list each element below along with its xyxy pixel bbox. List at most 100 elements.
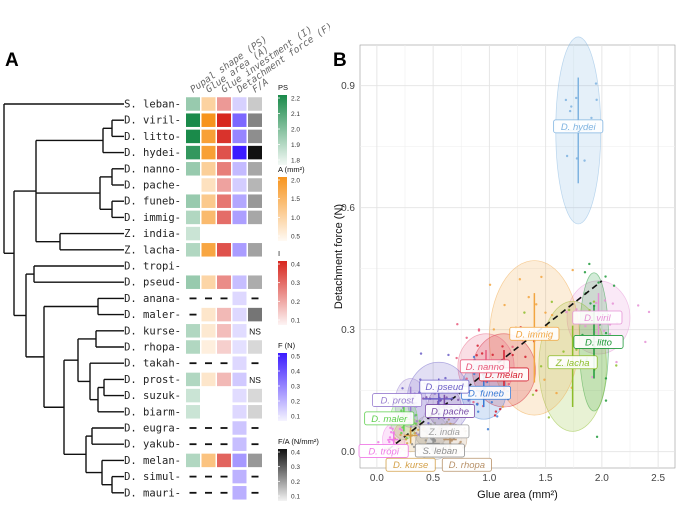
data-point: [565, 310, 568, 314]
data-point: [527, 295, 530, 299]
data-point: [550, 313, 554, 317]
heatmap-cell: [217, 194, 231, 208]
data-point: [523, 311, 526, 314]
species-label-box: D. kurse: [385, 457, 436, 472]
data-point: [444, 376, 447, 380]
legend-tick-label: 0.3: [291, 464, 300, 471]
legend-tick-label: 1.8: [291, 158, 300, 165]
heatmap-cell: [248, 340, 262, 354]
heatmap-cell: [232, 194, 247, 208]
legend-title: F/A (N/mm²): [278, 437, 319, 446]
data-point: [494, 410, 498, 413]
data-point: [476, 344, 479, 347]
data-point: [445, 420, 449, 424]
legend-tick-label: 2.0: [291, 127, 300, 134]
heatmap-cell: [232, 291, 247, 306]
data-point: [535, 389, 538, 392]
data-point: [637, 304, 640, 307]
data-point: [539, 365, 543, 368]
data-point: [424, 439, 427, 442]
species-label-box: D. pseud: [419, 379, 470, 394]
data-point: [583, 159, 586, 162]
data-point: [594, 301, 598, 305]
data-point: [422, 397, 425, 400]
heatmap-cell: [201, 453, 216, 468]
heatmap-cell: [248, 145, 262, 160]
species-label-box: Z. lacha: [547, 355, 598, 370]
species-label: D. yakub-: [124, 439, 181, 451]
heatmap-cell: [186, 372, 200, 387]
heatmap-cell: [248, 194, 262, 208]
heatmap-cell: [186, 129, 200, 144]
heatmap-cell: [232, 405, 247, 419]
heatmap-cell: [248, 453, 262, 468]
data-point: [575, 308, 578, 311]
y-tick-label: 0.6: [341, 203, 355, 214]
data-point: [597, 281, 600, 284]
data-point: [389, 431, 393, 434]
species-label: D. mauri-: [124, 487, 181, 499]
heatmap-cell: [248, 129, 262, 144]
heatmap-cell: [232, 340, 247, 354]
heatmap-cell: [232, 356, 247, 370]
data-point: [491, 353, 494, 357]
legend-colorbar: [278, 353, 287, 421]
legend-colorbar: [278, 261, 287, 325]
heatmap-cell: [217, 145, 231, 160]
legend-title: I: [278, 249, 280, 258]
heatmap-cell: [248, 162, 262, 176]
legend-tick-label: 1.5: [291, 196, 300, 203]
heatmap-cell: [232, 453, 247, 468]
legend-tick-label: 0.4: [291, 369, 300, 376]
data-point: [419, 352, 423, 355]
data-point: [604, 399, 608, 402]
data-point: [544, 311, 547, 314]
data-point: [604, 275, 607, 278]
heatmap-cell: [232, 97, 247, 111]
phylogeny-tree: [3, 103, 124, 494]
heatmap-cell: [201, 243, 216, 257]
data-point: [417, 428, 420, 431]
data-point: [611, 302, 615, 305]
trend-line: [387, 280, 603, 451]
data-point: [399, 433, 402, 437]
data-point: [459, 440, 462, 444]
legend-title: F (N): [278, 341, 296, 350]
species-label: D. funeb: [468, 388, 504, 399]
species-label-frame: [414, 443, 465, 458]
data-point: [418, 419, 422, 423]
species-label: S. leban-: [124, 99, 181, 111]
species-label: D. pache: [431, 407, 469, 418]
data-point: [492, 328, 496, 331]
data-point: [449, 422, 452, 425]
species-label-frame: [553, 119, 604, 134]
data-point: [595, 435, 599, 439]
data-point: [565, 154, 569, 158]
data-point: [644, 340, 647, 344]
heatmap-cell: [232, 486, 247, 500]
species-label: D. takah-: [124, 358, 181, 370]
heatmap-cell: [186, 275, 200, 289]
heatmap-cell: [217, 275, 231, 289]
species-label-frame: [547, 355, 598, 370]
heatmap-cell: [248, 243, 262, 257]
species-label: D. kurse-: [124, 325, 181, 337]
species-label-frame: [419, 424, 470, 439]
heatmap-cell: [248, 210, 262, 225]
heatmap-cell: [186, 145, 200, 160]
species-label: D. maler-: [124, 309, 181, 321]
species-label-box: D. rhopa: [441, 457, 492, 472]
data-point: [647, 310, 651, 314]
species-label: D. funeb-: [124, 196, 181, 208]
data-point: [472, 400, 475, 404]
legend-tick-label: 0.3: [291, 280, 300, 287]
heatmap-cell: [201, 210, 216, 225]
legend-tick-label: 0.3: [291, 384, 300, 391]
heatmap-cell: [186, 113, 200, 127]
species-label-frame: [441, 457, 492, 472]
heatmap-cell: [217, 372, 231, 387]
data-point: [455, 356, 458, 360]
heatmap-cell: [201, 340, 216, 354]
data-point: [447, 353, 450, 357]
data-point: [583, 271, 587, 274]
